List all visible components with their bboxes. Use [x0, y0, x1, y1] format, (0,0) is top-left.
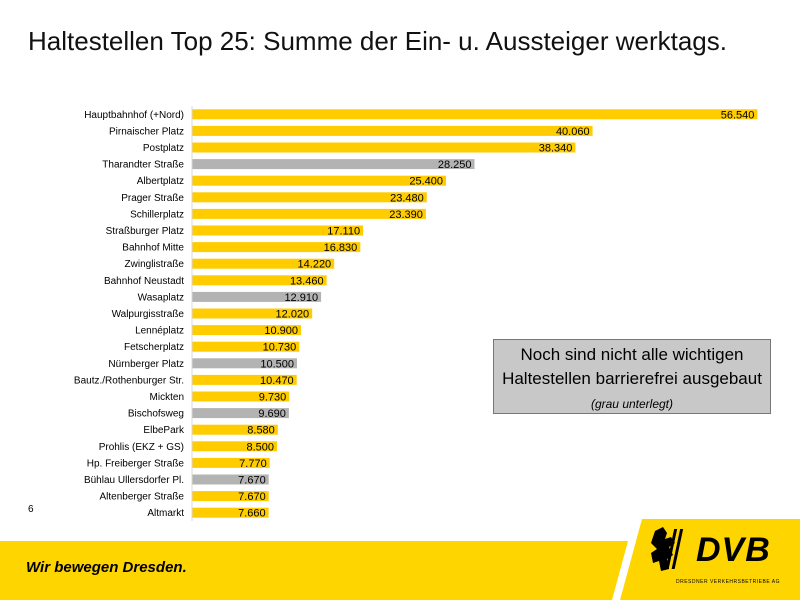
bar-16 — [192, 374, 297, 385]
bar-21 — [192, 457, 270, 468]
bar-18 — [192, 408, 289, 419]
value-label: 10.730 — [263, 342, 297, 354]
category-label: Prager Straße — [121, 193, 184, 204]
category-label: Lennéplatz — [135, 326, 184, 337]
bar-7 — [192, 225, 364, 236]
value-label: 38.340 — [539, 143, 573, 155]
category-label: Hauptbahnhof (+Nord) — [84, 110, 184, 121]
bar-11 — [192, 291, 322, 302]
category-label: Prohlis (EKZ + GS) — [99, 442, 184, 453]
note-main-text: Noch sind nicht alle wichtigen Haltestel… — [502, 345, 762, 388]
bar-9 — [192, 258, 335, 269]
value-label: 14.220 — [298, 259, 332, 271]
bar-14 — [192, 341, 300, 352]
bar-3 — [192, 159, 475, 170]
note-small-text: (grau unterlegt) — [590, 397, 674, 411]
category-label: Bahnhof Neustadt — [104, 276, 184, 287]
category-label: Postplatz — [143, 143, 184, 154]
bar-12 — [192, 308, 313, 319]
footer-slogan: Wir bewegen Dresden. — [26, 559, 187, 576]
page-number: 6 — [28, 504, 34, 515]
category-label: Zwinglistraße — [125, 259, 185, 270]
category-label: Straßburger Platz — [106, 226, 184, 237]
category-label: Altenberger Straße — [100, 492, 185, 503]
bar-24 — [192, 507, 269, 518]
bar-19 — [192, 424, 278, 435]
category-label: Walpurgisstraße — [112, 309, 185, 320]
value-label: 23.390 — [389, 209, 423, 221]
value-label: 56.540 — [721, 109, 755, 121]
bar-6 — [192, 208, 426, 219]
bar-4 — [192, 175, 446, 186]
category-label: Pirnaischer Platz — [109, 126, 184, 137]
value-label: 7.670 — [238, 475, 266, 487]
bar-23 — [192, 491, 269, 502]
value-label: 7.660 — [238, 508, 266, 520]
value-label: 12.020 — [276, 309, 310, 321]
value-label: 12.910 — [284, 292, 318, 304]
bar-17 — [192, 391, 290, 402]
category-label: Fetscherplatz — [124, 342, 184, 353]
bar-1 — [192, 125, 593, 136]
bar-8 — [192, 242, 361, 253]
value-label: 8.500 — [246, 441, 274, 453]
value-label: 28.250 — [438, 159, 472, 171]
page-title: Haltestellen Top 25: Summe der Ein- u. A… — [28, 26, 727, 56]
value-label: 7.770 — [239, 458, 267, 470]
lion-emblem-icon — [651, 527, 684, 571]
bar-10 — [192, 275, 327, 286]
bar-15 — [192, 358, 297, 369]
bar-5 — [192, 192, 427, 203]
bar-0 — [192, 109, 758, 120]
category-label: Albertplatz — [137, 176, 184, 187]
category-label: Wasaplatz — [138, 292, 184, 303]
category-label: Altmarkt — [147, 508, 184, 519]
category-label: Bahnhof Mitte — [122, 243, 184, 254]
footer: Wir bewegen Dresden. DVB DRESDNER VERKEH… — [0, 519, 800, 600]
value-label: 10.900 — [264, 325, 298, 337]
category-label: Tharandter Straße — [102, 160, 184, 171]
category-label: Hp. Freiberger Straße — [87, 458, 185, 469]
category-label: Bühlau Ullersdorfer Pl. — [84, 475, 184, 486]
value-label: 8.580 — [247, 425, 275, 437]
value-label: 23.480 — [390, 192, 424, 204]
bar-20 — [192, 441, 277, 452]
dvb-logo-subtitle: DRESDNER VERKEHRSBETRIEBE AG — [676, 579, 781, 585]
dvb-logo-text: DVB — [696, 531, 771, 569]
bar-2 — [192, 142, 576, 153]
value-label: 16.830 — [324, 242, 358, 254]
category-label: Nürnberger Platz — [108, 359, 184, 370]
value-label: 10.470 — [260, 375, 294, 387]
value-label: 40.060 — [556, 126, 590, 138]
value-label: 9.690 — [258, 408, 286, 420]
bar-13 — [192, 325, 301, 336]
value-label: 9.730 — [259, 392, 287, 404]
value-label: 25.400 — [409, 176, 443, 188]
value-label: 17.110 — [327, 226, 360, 238]
category-label: Bischofsweg — [128, 409, 184, 420]
category-label: Schillerplatz — [130, 209, 184, 220]
bar-22 — [192, 474, 269, 485]
value-label: 10.500 — [260, 358, 294, 370]
value-label: 13.460 — [290, 275, 324, 287]
category-label: ElbePark — [143, 425, 185, 436]
category-label: Mickten — [150, 392, 184, 403]
note-box: Noch sind nicht alle wichtigen Haltestel… — [493, 339, 771, 414]
value-label: 7.670 — [238, 491, 266, 503]
category-label: Bautz./Rothenburger Str. — [74, 375, 184, 386]
